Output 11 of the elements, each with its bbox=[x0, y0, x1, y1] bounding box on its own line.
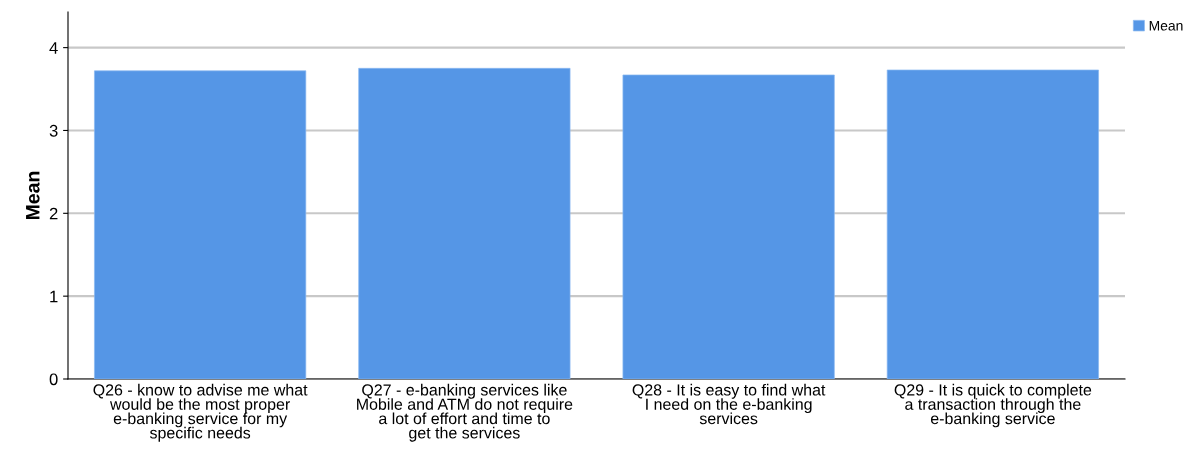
y-tick-label: 0 bbox=[49, 373, 58, 386]
x-tick-label: Q26 - know to advise me what would be the most proper e-banking service for my specific needs bbox=[93, 383, 308, 442]
y-tick-label: 2 bbox=[49, 207, 58, 220]
x-tick-label: Q28 - It is easy to find what I need on the e-banking services bbox=[632, 383, 826, 425]
y-tick-label: 3 bbox=[49, 124, 58, 137]
x-tick-label: Q27 - e-banking services like Mobile and ATM do not require a lot of effort and time to get the services bbox=[357, 383, 573, 442]
y-tick-label: 1 bbox=[50, 290, 58, 303]
x-tick-label: Q29 - It is quick to complete a transaction through the e-banking service bbox=[894, 383, 1092, 428]
y-tick-label: 4 bbox=[49, 42, 58, 54]
legend-label: Mean bbox=[1149, 20, 1183, 31]
y-axis-title: Mean bbox=[26, 171, 40, 220]
